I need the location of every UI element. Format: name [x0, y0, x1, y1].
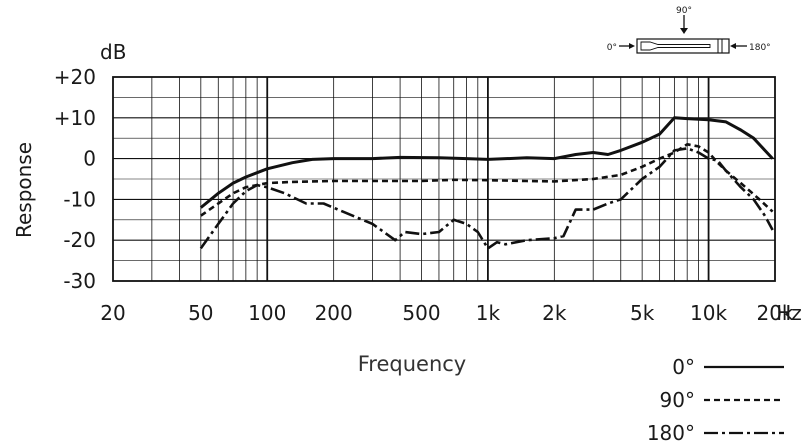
y-axis-title: Response [12, 142, 36, 238]
x-tick-label: 10k [690, 301, 727, 325]
x-tick-label: 100 [248, 301, 286, 325]
y-tick-label: -30 [63, 269, 96, 293]
x-unit-label: Hz [776, 301, 802, 325]
y-unit-label: dB [100, 40, 126, 64]
x-tick-label: 5k [630, 301, 655, 325]
x-tick-labels: 20 50 100 200 500 1k 2k 5k 10k 20k [100, 301, 794, 325]
x-tick-label: 20 [100, 301, 125, 325]
y-tick-label: 0 [83, 147, 96, 171]
arrow-head-left-icon [730, 43, 736, 49]
x-tick-label: 1k [476, 301, 501, 325]
series-line-2 [199, 147, 774, 250]
series-line-1 [200, 143, 774, 217]
plot-frame [112, 76, 776, 282]
x-tick-label: 2k [542, 301, 567, 325]
microphone-orientation-diagram: 90° 0° 180° [607, 6, 771, 54]
legend-label-180: 180° [647, 421, 695, 445]
x-axis-title: Frequency [358, 352, 467, 376]
x-tick-label: 200 [315, 301, 353, 325]
y-tick-label: -10 [63, 187, 96, 211]
legend: 0° 90° 180° [647, 355, 784, 445]
microphone-icon [636, 38, 730, 54]
x-tick-label: 500 [402, 301, 440, 325]
y-tick-label: +10 [54, 106, 96, 130]
arrow-head-down-icon [680, 28, 688, 34]
series-layer [199, 116, 774, 250]
angle-label-180: 180° [749, 43, 771, 53]
arrow-head-right-icon [629, 43, 635, 49]
legend-label-0: 0° [672, 355, 695, 379]
angle-label-0: 0° [607, 43, 617, 53]
angle-label-90: 90° [676, 6, 692, 16]
x-tick-label: 50 [188, 301, 213, 325]
legend-label-90: 90° [660, 388, 695, 412]
y-tick-label: -20 [63, 228, 96, 252]
y-tick-label: +20 [54, 65, 96, 89]
x-tick-label: 20k [756, 301, 793, 325]
y-tick-labels: +20 +10 0 -10 -20 -30 [54, 65, 96, 293]
series-line-0 [199, 116, 774, 209]
